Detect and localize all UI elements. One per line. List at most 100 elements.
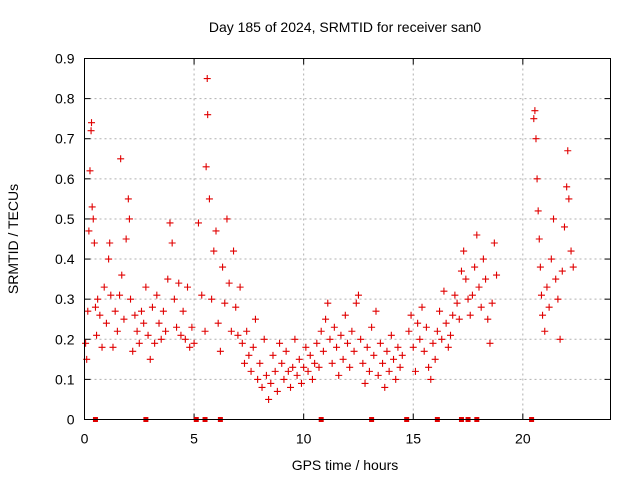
data-point xyxy=(354,291,362,299)
data-point xyxy=(390,355,398,363)
data-point xyxy=(490,239,498,247)
data-point xyxy=(100,283,108,291)
data-point xyxy=(418,303,426,311)
y-tick-label: 0.4 xyxy=(55,251,75,267)
data-point xyxy=(482,275,490,283)
data-point xyxy=(111,307,119,315)
data-point xyxy=(330,323,338,331)
x-tick-label: 10 xyxy=(296,431,312,447)
data-point xyxy=(177,331,185,339)
data-point xyxy=(407,311,415,319)
data-point xyxy=(535,235,543,243)
data-point xyxy=(106,239,114,247)
data-point xyxy=(120,315,128,323)
data-point xyxy=(460,247,468,255)
data-point xyxy=(135,339,143,347)
y-tick-label: 0.7 xyxy=(55,131,75,147)
data-point xyxy=(102,319,110,327)
data-point xyxy=(473,231,481,239)
data-point xyxy=(247,367,255,375)
data-point xyxy=(168,239,176,247)
data-points xyxy=(82,75,577,403)
data-point xyxy=(278,359,286,367)
data-point xyxy=(547,255,555,263)
data-point xyxy=(479,255,487,263)
data-point xyxy=(94,295,102,303)
data-point xyxy=(87,127,95,135)
data-point xyxy=(113,327,121,335)
data-point xyxy=(219,263,227,271)
data-point xyxy=(420,347,428,355)
data-point xyxy=(350,347,358,355)
data-point xyxy=(254,375,262,383)
data-point xyxy=(284,367,292,375)
data-point xyxy=(563,183,571,191)
axis-ticks xyxy=(84,58,611,420)
data-point xyxy=(536,263,544,271)
data-point xyxy=(488,299,496,307)
data-point xyxy=(477,303,485,311)
data-point xyxy=(558,267,566,275)
y-tick-label: 0.9 xyxy=(55,51,75,67)
data-point xyxy=(82,339,90,347)
data-point xyxy=(339,355,347,363)
data-point xyxy=(118,271,126,279)
data-point xyxy=(127,295,135,303)
data-point xyxy=(238,339,246,347)
data-point xyxy=(194,219,202,227)
data-point xyxy=(533,175,541,183)
data-point xyxy=(363,343,371,351)
data-point xyxy=(387,331,395,339)
data-point xyxy=(427,375,435,383)
y-tick-label: 0.3 xyxy=(55,291,75,307)
data-point xyxy=(198,291,206,299)
data-point xyxy=(258,383,266,391)
data-point xyxy=(311,359,319,367)
data-point xyxy=(157,335,165,343)
x-tick-labels: 0 5 10 15 20 xyxy=(81,431,531,447)
data-point xyxy=(148,303,156,311)
data-point xyxy=(381,383,389,391)
data-point xyxy=(140,319,148,327)
data-point xyxy=(280,375,288,383)
data-point xyxy=(105,255,113,263)
data-point xyxy=(304,367,312,375)
data-point xyxy=(245,351,253,359)
data-point xyxy=(273,387,281,395)
data-point xyxy=(84,307,92,315)
data-point xyxy=(398,351,406,359)
data-point xyxy=(234,331,242,339)
data-point xyxy=(532,135,540,143)
data-point xyxy=(129,347,137,355)
data-point xyxy=(124,195,132,203)
data-point xyxy=(385,367,393,375)
data-point xyxy=(411,367,419,375)
data-point xyxy=(243,327,251,335)
data-point xyxy=(205,195,213,203)
data-point xyxy=(162,327,170,335)
data-point xyxy=(208,295,216,303)
data-point xyxy=(416,335,424,343)
data-point xyxy=(322,315,330,323)
data-point xyxy=(125,215,133,223)
data-point xyxy=(293,371,301,379)
data-point xyxy=(186,343,194,351)
data-point xyxy=(86,167,94,175)
data-point xyxy=(308,375,316,383)
data-point xyxy=(433,327,441,335)
data-point xyxy=(468,291,476,299)
x-tick-label: 15 xyxy=(405,431,421,447)
data-point xyxy=(531,107,539,115)
data-point xyxy=(457,267,465,275)
data-point xyxy=(151,339,159,347)
data-point xyxy=(227,327,235,335)
data-point xyxy=(232,303,240,311)
data-point xyxy=(265,395,273,403)
data-point xyxy=(107,291,115,299)
data-point xyxy=(539,311,547,319)
data-point xyxy=(383,347,391,355)
data-point xyxy=(85,227,93,235)
data-point xyxy=(179,307,187,315)
data-point xyxy=(202,163,210,171)
data-point xyxy=(552,275,560,283)
